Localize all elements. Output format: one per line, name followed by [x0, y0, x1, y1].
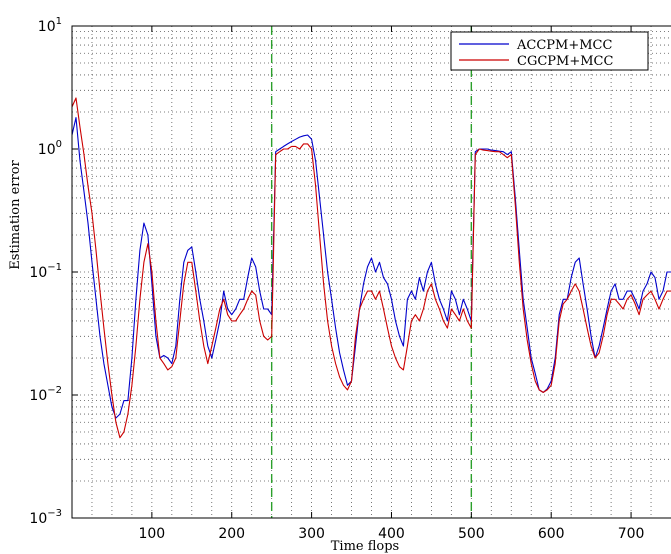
- legend-label: CGCPM+MCC: [517, 54, 613, 69]
- x-axis-label: Time flops: [331, 539, 399, 554]
- legend-box: [450, 31, 649, 71]
- series-line-accpm-mcc: [72, 117, 671, 419]
- y-tick-label: 10−1: [29, 262, 62, 281]
- y-axis-label: Estimation error: [8, 159, 23, 269]
- x-tick-label: 500: [458, 526, 485, 542]
- x-tick-label: 200: [218, 526, 245, 542]
- y-tick-label: 101: [38, 16, 62, 35]
- y-tick-label: 100: [38, 139, 62, 158]
- series-layer: [72, 97, 671, 439]
- series-line-cgcpm-mcc: [72, 97, 671, 439]
- x-tick-label: 400: [378, 526, 405, 542]
- x-tick-label: 700: [618, 526, 645, 542]
- x-tick-label: 100: [138, 526, 165, 542]
- x-tick-label: 300: [298, 526, 325, 542]
- plot-background: [72, 26, 671, 518]
- tick-layer: 100 200 300 400 500 600 700 10−3 10−2 10−1 100 101: [29, 16, 644, 542]
- x-tick-label: 600: [538, 526, 565, 542]
- y-tick-label: 10−2: [29, 385, 62, 404]
- legend-label: ACCPM+MCC: [516, 38, 612, 53]
- y-tick-label: 10−3: [29, 508, 62, 527]
- vertical-marker-layer: [270, 26, 473, 518]
